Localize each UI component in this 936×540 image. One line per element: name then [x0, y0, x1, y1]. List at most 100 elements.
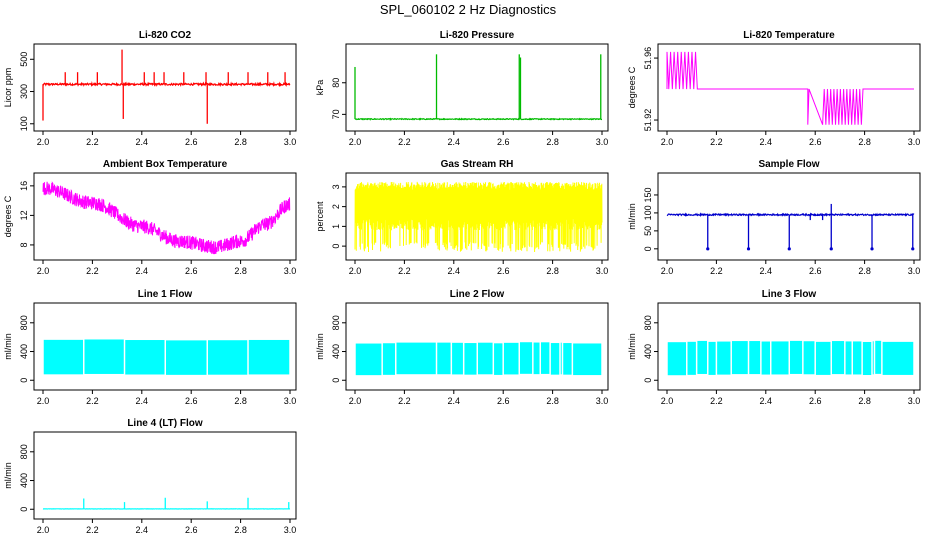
y-tick-label: 0	[643, 246, 653, 251]
flow-band	[125, 340, 165, 375]
y-axis-label: ml/min	[315, 333, 325, 360]
y-axis-label: degrees C	[3, 195, 13, 237]
chart-title: Line 1 Flow	[138, 289, 193, 300]
x-tick-label: 2.6	[497, 396, 510, 406]
x-tick-label: 2.6	[185, 525, 198, 535]
x-tick-label: 2.0	[37, 266, 50, 276]
flow-band	[452, 342, 463, 375]
flow-band	[708, 341, 716, 375]
flow-band	[852, 341, 862, 375]
flow-band	[882, 341, 914, 375]
x-tick-label: 2.2	[398, 396, 411, 406]
y-tick-label: 400	[19, 473, 29, 488]
flow-band	[519, 342, 533, 374]
flow-band	[761, 341, 770, 375]
x-tick-label: 2.0	[661, 266, 674, 276]
plot-frame	[657, 172, 921, 261]
x-tick-label: 2.0	[349, 137, 362, 147]
y-tick-label: 51.96	[643, 47, 653, 70]
x-tick-label: 2.6	[809, 137, 822, 147]
chart-title: Gas Stream RH	[441, 159, 514, 170]
flow-band	[503, 342, 519, 375]
x-tick-label: 2.6	[809, 396, 822, 406]
chart-panel-8: Line 2 Flow 2.0 2.2 2.4 2.6 2.8 3.0 0 400 800 ml/m…	[315, 289, 609, 406]
y-tick-label: 12	[19, 210, 29, 220]
chart-title: Li-820 Pressure	[440, 30, 515, 41]
plot-frame	[345, 302, 609, 391]
flow-band	[84, 339, 124, 374]
plot-frame	[657, 43, 921, 132]
y-axis-label: ml/min	[627, 203, 637, 230]
y-tick-label: 3	[331, 184, 341, 189]
flow-band	[43, 339, 84, 375]
x-tick-label: 3.0	[284, 137, 297, 147]
series-line	[666, 212, 915, 218]
chart-title: Line 3 Flow	[762, 289, 817, 300]
plot-frame	[657, 302, 921, 391]
x-tick-label: 2.0	[661, 396, 674, 406]
plot-frame	[345, 43, 609, 132]
x-tick-label: 3.0	[284, 525, 297, 535]
x-tick-label: 2.2	[710, 137, 723, 147]
y-tick-label: 8	[19, 242, 29, 247]
chart-title: Li-820 CO2	[139, 30, 192, 41]
flow-band	[862, 341, 872, 376]
chart-panel-1: Li-820 CO2 2.0 2.2 2.4 2.6 2.8 3.0 100 300 500 Lic…	[3, 30, 297, 147]
y-tick-label: 51.92	[643, 109, 653, 132]
data-point	[706, 247, 710, 251]
x-tick-label: 3.0	[908, 266, 921, 276]
chart-panel-6: Sample Flow 2.0 2.2 2.4 2.6 2.8 3.0 0 50 100 150 ml…	[627, 159, 921, 276]
x-tick-label: 3.0	[596, 137, 609, 147]
y-tick-label: 0	[19, 507, 29, 512]
y-axis-label: Licor ppm	[3, 68, 13, 108]
x-tick-label: 2.8	[546, 137, 559, 147]
plot-frame	[33, 302, 297, 391]
y-tick-label: 0	[19, 378, 29, 383]
series-line	[666, 51, 914, 125]
x-tick-label: 2.8	[858, 396, 871, 406]
y-tick-label: 300	[19, 84, 29, 99]
flow-band	[533, 342, 540, 375]
x-tick-label: 2.0	[37, 396, 50, 406]
flow-band	[717, 341, 731, 375]
y-axis-label: kPa	[315, 80, 325, 96]
y-axis-label: ml/min	[3, 462, 13, 489]
x-tick-label: 2.0	[349, 266, 362, 276]
y-tick-label: 500	[19, 52, 29, 67]
y-tick-label: 400	[331, 344, 341, 359]
page-title: SPL_060102 2 Hz Diagnostics	[379, 2, 557, 17]
flow-band	[687, 341, 696, 375]
chart-title: Line 2 Flow	[450, 289, 505, 300]
y-tick-label: 800	[19, 444, 29, 459]
plot-frame	[345, 172, 609, 261]
y-tick-label: 0	[331, 378, 341, 383]
x-tick-label: 2.4	[760, 266, 773, 276]
y-tick-label: 16	[19, 181, 29, 191]
flow-band	[560, 342, 562, 375]
flow-band	[573, 343, 602, 376]
x-tick-label: 3.0	[284, 396, 297, 406]
series-line	[42, 181, 291, 255]
flow-band	[790, 340, 803, 374]
chart-panel-5: Gas Stream RH 2.0 2.2 2.4 2.6 2.8 3.0 0 1 2 3 perce…	[315, 159, 609, 276]
flow-band	[697, 340, 708, 374]
y-tick-label: 80	[331, 78, 341, 88]
flow-band	[803, 341, 815, 375]
flow-band	[831, 341, 845, 375]
y-axis-label: ml/min	[3, 333, 13, 360]
x-tick-label: 2.4	[448, 137, 461, 147]
x-tick-label: 2.6	[185, 396, 198, 406]
series-line	[42, 81, 291, 88]
x-tick-label: 2.2	[86, 525, 99, 535]
data-point	[829, 247, 833, 251]
flow-band	[355, 343, 382, 376]
x-tick-label: 2.6	[497, 137, 510, 147]
chart-title: Ambient Box Temperature	[103, 159, 228, 170]
x-tick-label: 2.8	[234, 137, 247, 147]
flow-band	[872, 341, 874, 375]
x-tick-label: 2.4	[760, 396, 773, 406]
chart-panel-3: Li-820 Temperature 2.0 2.2 2.4 2.6 2.8 3.0 51.9…	[627, 30, 921, 147]
series-line	[354, 181, 603, 253]
data-point	[746, 247, 751, 251]
x-tick-label: 2.4	[448, 266, 461, 276]
